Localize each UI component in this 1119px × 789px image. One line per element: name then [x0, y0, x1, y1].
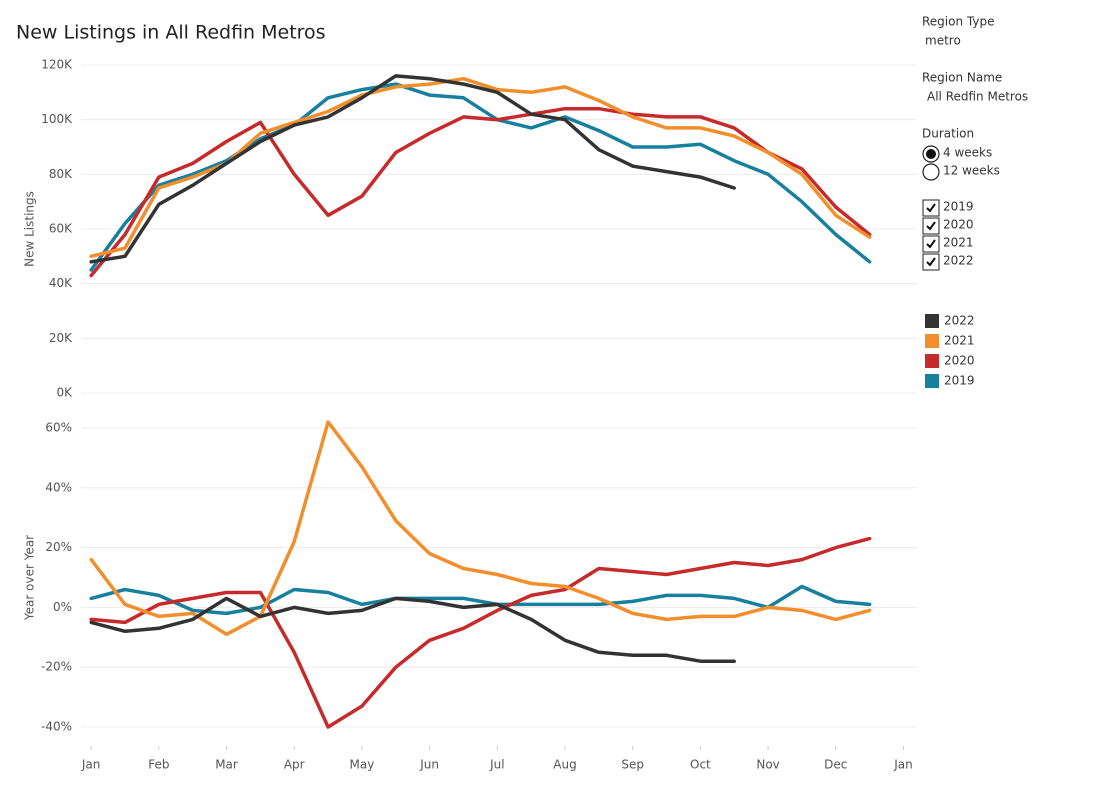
series-line	[89, 584, 872, 616]
legend-swatch	[925, 314, 939, 328]
series-line	[89, 536, 872, 729]
check-mark	[926, 203, 936, 213]
y-tick-label: 20%	[45, 540, 72, 554]
x-tick-label: Sep	[621, 758, 644, 772]
filter-value: All Redfin Metros	[927, 90, 1028, 104]
y-tick-label: 0K	[56, 386, 73, 400]
x-tick-label: Jan	[81, 758, 101, 772]
x-tick-label: Jul	[489, 758, 504, 772]
y-tick-label: 60%	[45, 420, 72, 434]
x-tick-label: Jan	[893, 758, 913, 772]
series-line	[89, 74, 736, 264]
checkbox-label: 2021	[943, 236, 974, 250]
legend-swatch	[925, 374, 939, 388]
x-tick-label: Feb	[148, 758, 169, 772]
y-axis-title: New Listings	[23, 191, 37, 267]
dashboard-title: New Listings in All Redfin Metros	[16, 22, 326, 44]
legend-label: 2019	[944, 374, 975, 388]
y-tick-label: 100K	[41, 112, 73, 126]
x-tick-label: Nov	[756, 758, 779, 772]
x-tick-label: May	[350, 758, 375, 772]
x-tick-label: Oct	[690, 758, 711, 772]
y-tick-label: 40K	[49, 276, 73, 290]
legend-swatch	[925, 354, 939, 368]
y-tick-label: 40%	[45, 480, 72, 494]
series-line	[89, 420, 872, 637]
checkbox-label: 2022	[943, 254, 974, 268]
x-tick-label: Jun	[419, 758, 439, 772]
series-line	[89, 106, 872, 278]
filter-value: metro	[925, 34, 961, 48]
check-mark	[926, 257, 936, 267]
legend-swatch	[925, 334, 939, 348]
checkbox-label: 2020	[943, 218, 974, 232]
legend-label: 2020	[944, 354, 975, 368]
series-line	[89, 596, 736, 663]
series-line	[89, 82, 872, 272]
radio-label: 12 weeks	[943, 164, 1000, 178]
filter-label: Region Name	[922, 71, 1002, 85]
radio-dot	[926, 149, 936, 159]
radio-button[interactable]	[922, 163, 940, 181]
radio-label: 4 weeks	[943, 146, 992, 160]
x-tick-label: Apr	[284, 758, 305, 772]
y-tick-label: 20K	[49, 331, 73, 345]
legend-label: 2022	[944, 314, 975, 328]
y-tick-label: -40%	[41, 720, 72, 734]
y-tick-label: 120K	[41, 58, 73, 72]
filter-label: Duration	[922, 127, 974, 141]
x-tick-label: Aug	[553, 758, 576, 772]
legend-label: 2021	[944, 334, 975, 348]
y-axis-title: Year over Year	[23, 535, 37, 621]
filter-label: Region Type	[922, 15, 994, 29]
check-mark	[926, 221, 936, 231]
x-tick-label: Mar	[215, 758, 238, 772]
y-tick-label: 0%	[53, 600, 72, 614]
y-tick-label: 80K	[49, 167, 73, 181]
x-tick-label: Dec	[824, 758, 847, 772]
y-tick-label: -20%	[41, 660, 72, 674]
checkbox-label: 2019	[943, 200, 974, 214]
check-mark	[926, 239, 936, 249]
y-tick-label: 60K	[49, 222, 73, 236]
